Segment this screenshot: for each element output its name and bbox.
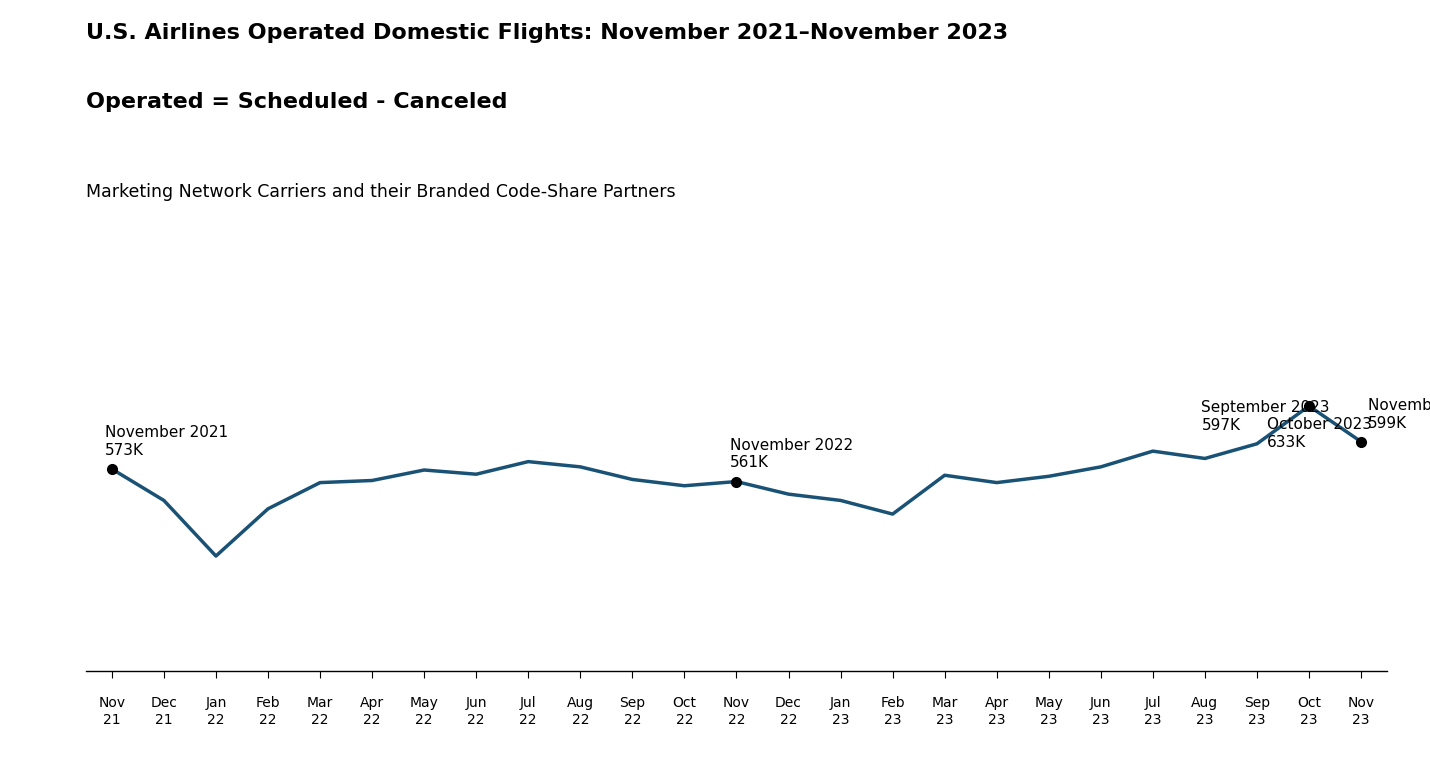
Text: U.S. Airlines Operated Domestic Flights: November 2021–November 2023: U.S. Airlines Operated Domestic Flights:… [86, 23, 1008, 43]
Text: 23: 23 [988, 713, 1005, 727]
Text: 22: 22 [363, 713, 380, 727]
Text: Jun: Jun [1090, 696, 1111, 710]
Text: Jun: Jun [465, 696, 488, 710]
Text: 22: 22 [312, 713, 329, 727]
Text: Jul: Jul [521, 696, 536, 710]
Point [1297, 400, 1320, 412]
Text: 22: 22 [572, 713, 589, 727]
Text: Nov: Nov [1347, 696, 1374, 710]
Text: Jul: Jul [1144, 696, 1161, 710]
Text: Marketing Network Carriers and their Branded Code-Share Partners: Marketing Network Carriers and their Bra… [86, 183, 675, 201]
Text: 22: 22 [207, 713, 225, 727]
Text: 23: 23 [1144, 713, 1161, 727]
Text: Apr: Apr [360, 696, 385, 710]
Text: 21: 21 [154, 713, 173, 727]
Text: Aug: Aug [1191, 696, 1218, 710]
Text: Feb: Feb [881, 696, 905, 710]
Text: 23: 23 [884, 713, 901, 727]
Text: Operated = Scheduled - Canceled: Operated = Scheduled - Canceled [86, 92, 508, 111]
Text: Nov: Nov [724, 696, 749, 710]
Text: Sep: Sep [1244, 696, 1270, 710]
Text: 22: 22 [675, 713, 694, 727]
Text: 23: 23 [1040, 713, 1058, 727]
Text: Dec: Dec [775, 696, 802, 710]
Text: 21: 21 [103, 713, 120, 727]
Text: 22: 22 [519, 713, 538, 727]
Text: Jan: Jan [206, 696, 226, 710]
Text: 22: 22 [259, 713, 277, 727]
Text: 23: 23 [1353, 713, 1370, 727]
Text: Mar: Mar [307, 696, 333, 710]
Text: September 2023
597K: September 2023 597K [1201, 401, 1330, 433]
Text: May: May [1034, 696, 1062, 710]
Text: November 2022
561K: November 2022 561K [729, 438, 852, 471]
Text: October 2023
633K: October 2023 633K [1267, 417, 1373, 449]
Text: Mar: Mar [931, 696, 958, 710]
Text: 23: 23 [1195, 713, 1214, 727]
Text: 22: 22 [779, 713, 798, 727]
Text: 22: 22 [728, 713, 745, 727]
Text: 22: 22 [468, 713, 485, 727]
Text: 23: 23 [1093, 713, 1110, 727]
Text: 23: 23 [1248, 713, 1266, 727]
Point [725, 475, 748, 488]
Text: Apr: Apr [985, 696, 1008, 710]
Text: 23: 23 [1300, 713, 1318, 727]
Point [1350, 436, 1373, 448]
Text: 23: 23 [935, 713, 954, 727]
Text: November 2023
599K: November 2023 599K [1369, 398, 1430, 430]
Text: Nov: Nov [99, 696, 126, 710]
Text: Jan: Jan [829, 696, 851, 710]
Text: Feb: Feb [256, 696, 280, 710]
Text: Dec: Dec [150, 696, 177, 710]
Text: Oct: Oct [672, 696, 696, 710]
Text: November 2021
573K: November 2021 573K [104, 426, 227, 458]
Text: Sep: Sep [619, 696, 645, 710]
Text: 23: 23 [832, 713, 849, 727]
Text: 22: 22 [623, 713, 641, 727]
Point [100, 463, 123, 475]
Text: Aug: Aug [566, 696, 593, 710]
Text: May: May [410, 696, 439, 710]
Text: Oct: Oct [1297, 696, 1321, 710]
Text: 22: 22 [415, 713, 433, 727]
